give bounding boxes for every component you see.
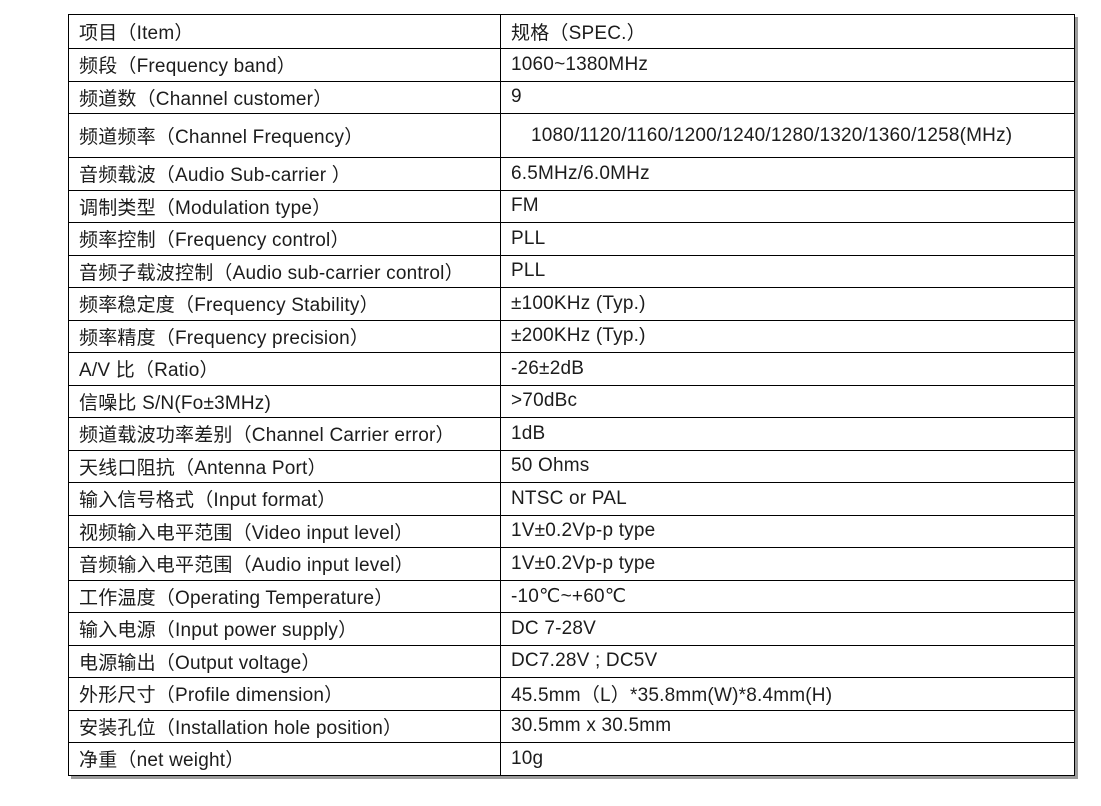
table-row: 输入电源（Input power supply） DC 7-28V	[68, 612, 1075, 646]
spec-cell: 1V±0.2Vp-p type	[500, 514, 1075, 548]
spec-cell: 1060~1380MHz	[500, 48, 1075, 82]
item-cell: 视频输入电平范围（Video input level）	[68, 514, 501, 548]
item-cell: 频率稳定度（Frequency Stability）	[68, 287, 501, 321]
spec-cell: FM	[500, 189, 1075, 223]
spec-cell: 1080/1120/1160/1200/1240/1280/1320/1360/…	[500, 113, 1075, 158]
table-row: 净重（net weight） 10g	[68, 742, 1075, 776]
item-cell: 外形尺寸（Profile dimension）	[68, 677, 501, 711]
spec-cell: ±100KHz (Typ.)	[500, 287, 1075, 321]
table-row: 音频子载波控制（Audio sub-carrier control） PLL	[68, 254, 1075, 288]
spec-table: 项目（Item） 规格（SPEC.） 频段（Frequency band） 106…	[68, 14, 1075, 776]
table-header-row: 项目（Item） 规格（SPEC.）	[68, 14, 1075, 49]
table-row: 信噪比 S/N(Fo±3MHz) >70dBc	[68, 384, 1075, 418]
table-row: 频段（Frequency band） 1060~1380MHz	[68, 48, 1075, 82]
item-cell: 音频载波（Audio Sub-carrier ）	[68, 157, 501, 191]
spec-cell: 10g	[500, 742, 1075, 776]
item-cell: 安装孔位（Installation hole position）	[68, 709, 501, 743]
spec-cell: >70dBc	[500, 384, 1075, 418]
item-cell: 频率控制（Frequency control）	[68, 222, 501, 256]
table-row: 音频载波（Audio Sub-carrier ） 6.5MHz/6.0MHz	[68, 157, 1075, 191]
item-cell: 工作温度（Operating Temperature）	[68, 579, 501, 613]
spec-cell: -26±2dB	[500, 352, 1075, 386]
spec-table-body: 频段（Frequency band） 1060~1380MHz 频道数（Channe…	[68, 48, 1075, 776]
table-row: 调制类型（Modulation type） FM	[68, 189, 1075, 223]
table-row: 电源输出（Output voltage） DC7.28V ; DC5V	[68, 644, 1075, 678]
item-cell: 调制类型（Modulation type）	[68, 189, 501, 223]
spec-cell: -10℃~+60℃	[500, 579, 1075, 613]
table-row: 天线口阻抗（Antenna Port） 50 Ohms	[68, 449, 1075, 483]
spec-cell: DC 7-28V	[500, 612, 1075, 646]
spec-cell: ±200KHz (Typ.)	[500, 319, 1075, 353]
table-row: 工作温度（Operating Temperature） -10℃~+60℃	[68, 579, 1075, 613]
spec-cell: 1V±0.2Vp-p type	[500, 547, 1075, 581]
spec-cell: 45.5mm（L）*35.8mm(W)*8.4mm(H)	[500, 677, 1075, 711]
item-cell: 音频输入电平范围（Audio input level）	[68, 547, 501, 581]
spec-cell: PLL	[500, 254, 1075, 288]
header-spec-cell: 规格（SPEC.）	[500, 14, 1075, 49]
table-row: 频率精度（Frequency precision） ±200KHz (Typ.)	[68, 319, 1075, 353]
item-cell: 天线口阻抗（Antenna Port）	[68, 449, 501, 483]
table-row: 视频输入电平范围（Video input level） 1V±0.2Vp-p ty…	[68, 514, 1075, 548]
item-cell: 频道载波功率差别（Channel Carrier error）	[68, 417, 501, 451]
spec-cell: PLL	[500, 222, 1075, 256]
table-row: 频率控制（Frequency control） PLL	[68, 222, 1075, 256]
item-cell: A/V 比（Ratio）	[68, 352, 501, 386]
item-cell: 频道频率（Channel Frequency）	[68, 113, 501, 158]
table-row: 频道频率（Channel Frequency） 1080/1120/1160/12…	[68, 113, 1075, 158]
item-cell: 输入电源（Input power supply）	[68, 612, 501, 646]
table-row: 频率稳定度（Frequency Stability） ±100KHz (Typ.)	[68, 287, 1075, 321]
spec-table-container: 项目（Item） 规格（SPEC.） 频段（Frequency band） 106…	[68, 14, 1075, 776]
item-cell: 输入信号格式（Input format）	[68, 482, 501, 516]
spec-cell: 6.5MHz/6.0MHz	[500, 157, 1075, 191]
item-cell: 信噪比 S/N(Fo±3MHz)	[68, 384, 501, 418]
table-row: 频道载波功率差别（Channel Carrier error） 1dB	[68, 417, 1075, 451]
item-cell: 频道数（Channel customer）	[68, 80, 501, 114]
table-row: 外形尺寸（Profile dimension） 45.5mm（L）*35.8mm(…	[68, 677, 1075, 711]
item-cell: 音频子载波控制（Audio sub-carrier control）	[68, 254, 501, 288]
spec-cell: 1dB	[500, 417, 1075, 451]
spec-cell: NTSC or PAL	[500, 482, 1075, 516]
spec-cell: 9	[500, 80, 1075, 114]
item-cell: 频段（Frequency band）	[68, 48, 501, 82]
header-item-cell: 项目（Item）	[68, 14, 501, 49]
item-cell: 净重（net weight）	[68, 742, 501, 776]
item-cell: 频率精度（Frequency precision）	[68, 319, 501, 353]
spec-cell: 50 Ohms	[500, 449, 1075, 483]
table-row: 音频输入电平范围（Audio input level） 1V±0.2Vp-p ty…	[68, 547, 1075, 581]
spec-cell: DC7.28V ; DC5V	[500, 644, 1075, 678]
spec-cell: 30.5mm x 30.5mm	[500, 709, 1075, 743]
table-row: 安装孔位（Installation hole position） 30.5mm x…	[68, 709, 1075, 743]
table-row: A/V 比（Ratio） -26±2dB	[68, 352, 1075, 386]
table-row: 频道数（Channel customer） 9	[68, 80, 1075, 114]
item-cell: 电源输出（Output voltage）	[68, 644, 501, 678]
table-row: 输入信号格式（Input format） NTSC or PAL	[68, 482, 1075, 516]
